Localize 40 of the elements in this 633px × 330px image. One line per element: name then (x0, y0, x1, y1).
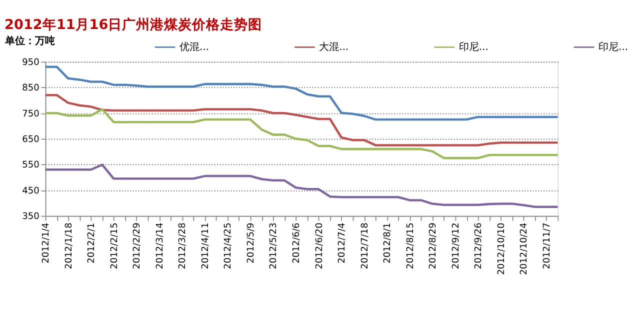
y-axis-title: 单位：万吨 (4, 35, 55, 48)
legend-label: 印尼... (598, 40, 628, 53)
x-tick-label: 2012/7/4 (338, 222, 348, 264)
line-series (44, 108, 559, 160)
x-tick-label: 2012/11/7 (542, 222, 553, 270)
x-tick-label: 2012/9/12 (451, 222, 462, 270)
x-tick-label: 2012/2/29 (132, 222, 143, 270)
line-series (44, 164, 559, 208)
x-tick-label: 2012/1/18 (64, 222, 74, 270)
x-tick-label: 2012/2/1 (87, 222, 98, 264)
x-tick-label: 2012/2/15 (110, 222, 120, 270)
x-tick-label: 2012/4/25 (224, 222, 234, 270)
legend-label: 优混... (180, 40, 210, 53)
x-tick-label: 2012/6/6 (292, 222, 302, 264)
legend-label: 大混... (319, 40, 349, 53)
x-tick-label: 2012/9/26 (474, 222, 484, 270)
y-tick-label: 850 (22, 84, 40, 94)
x-tick-label: 2012/8/1 (383, 222, 394, 264)
x-tick-label: 2012/1/4 (42, 222, 52, 264)
x-tick-label: 2012/3/14 (155, 222, 166, 270)
y-tick-label: 550 (22, 160, 40, 171)
x-tick-label: 2012/8/15 (406, 222, 416, 270)
x-tick-label: 2012/6/20 (314, 222, 325, 270)
x-tick-label: 2012/3/28 (178, 222, 188, 270)
x-tick-label: 2012/5/9 (246, 222, 256, 264)
line-series (44, 66, 559, 121)
x-tick-label: 2012/4/11 (200, 222, 211, 270)
legend-label: 印尼... (458, 40, 488, 53)
x-tick-label: 2012/7/18 (360, 222, 370, 270)
chart-title: 2012年11月16日广州港煤炭价格走势图 (4, 16, 262, 34)
y-tick-label: 750 (22, 109, 40, 120)
x-tick-label: 2012/10/24 (520, 222, 530, 275)
y-tick-label: 350 (22, 212, 40, 222)
line-series (44, 94, 559, 146)
x-tick-label: 2012/10/10 (496, 222, 507, 275)
x-tick-label: 2012/5/23 (269, 222, 280, 270)
y-tick-label: 950 (22, 58, 40, 68)
x-tick-label: 2012/8/29 (428, 222, 439, 270)
y-tick-label: 650 (22, 134, 40, 145)
y-tick-label: 450 (22, 186, 40, 196)
